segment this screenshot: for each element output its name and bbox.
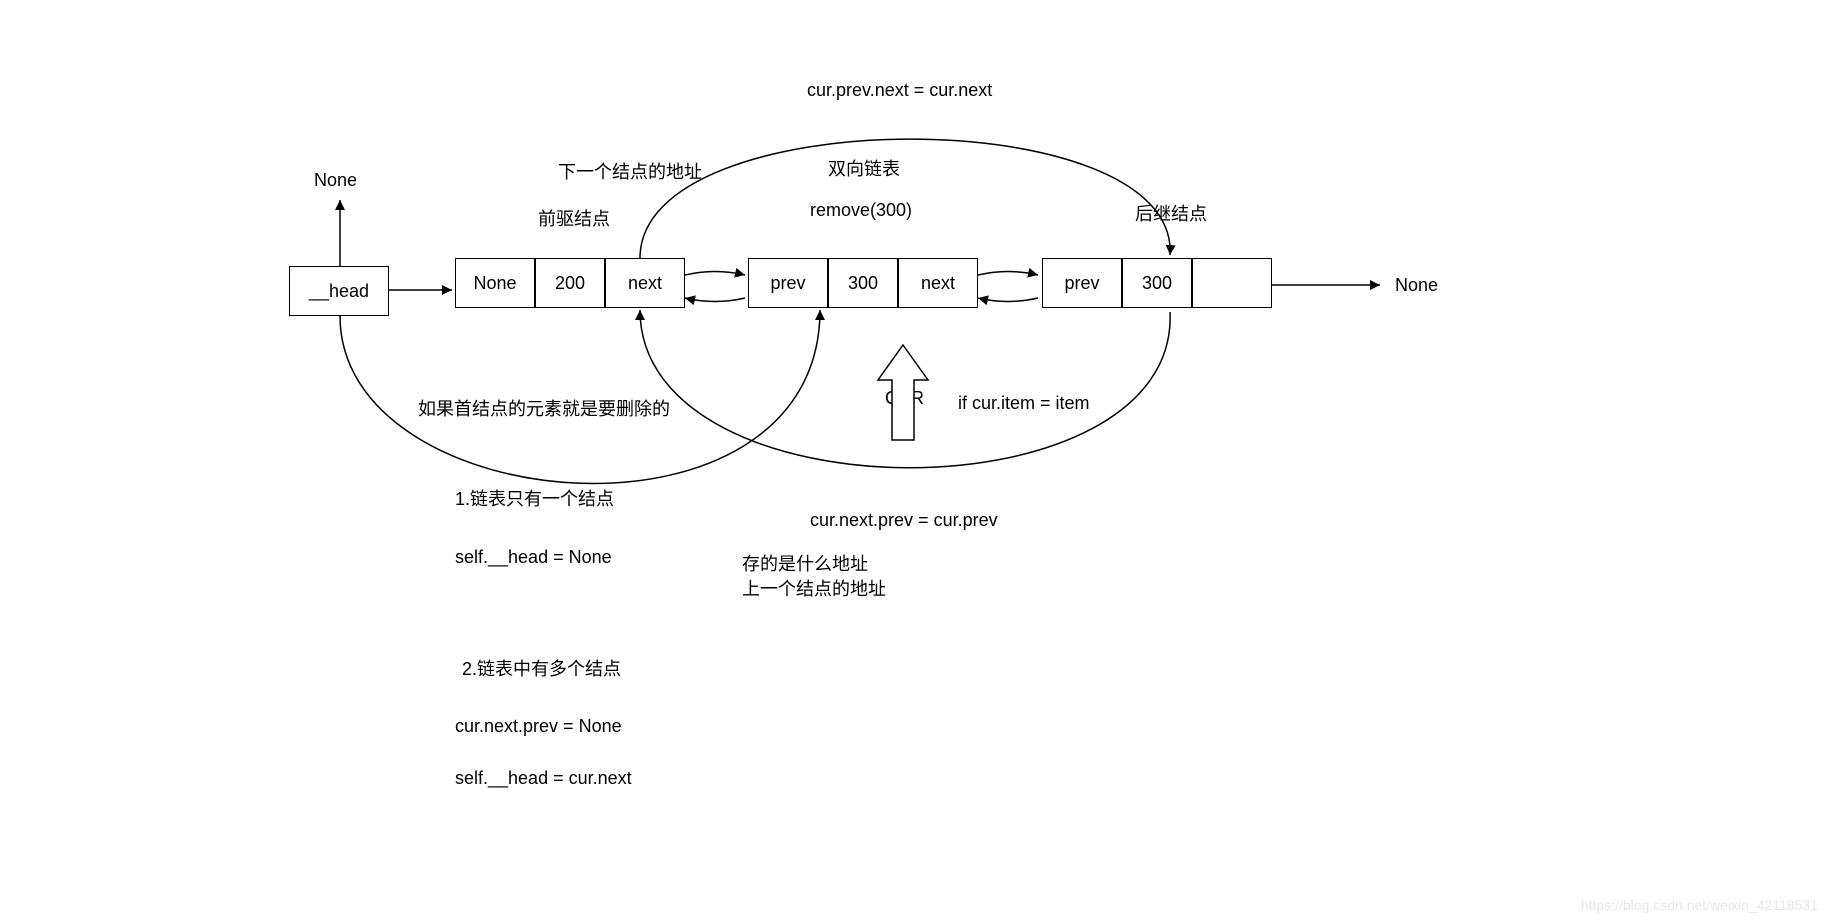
arrow-n1-n2	[685, 272, 745, 276]
none-top-label: None	[314, 170, 357, 191]
node1-val: 200	[535, 258, 605, 308]
arrow-n2-n3	[978, 272, 1038, 276]
cur-next-prev-label: cur.next.prev = cur.prev	[810, 510, 998, 531]
node2-next: next	[898, 258, 978, 308]
node2-val: 300	[828, 258, 898, 308]
node1-prev: None	[455, 258, 535, 308]
none-right-label: None	[1395, 275, 1438, 296]
watermark: https://blog.csdn.net/weixin_42118531	[1581, 897, 1818, 913]
succ-node-label: 后继结点	[1135, 200, 1207, 226]
next-addr-label: 下一个结点的地址	[558, 158, 702, 184]
case1-label: 1.链表只有一个结点	[455, 485, 614, 511]
remove-call-label: remove(300)	[810, 200, 912, 221]
title-top-label: cur.prev.next = cur.next	[807, 80, 992, 101]
node3-prev: prev	[1042, 258, 1122, 308]
cur-next-prev-none-label: cur.next.prev = None	[455, 716, 622, 737]
self-head-none-label: self.__head = None	[455, 547, 612, 568]
prev-addr-label: 上一个结点的地址	[742, 575, 886, 601]
prev-node-label: 前驱结点	[538, 205, 610, 231]
node2-prev: prev	[748, 258, 828, 308]
arrow-n3-n2	[978, 298, 1038, 302]
node3-val: 300	[1122, 258, 1192, 308]
arc-top	[640, 139, 1170, 258]
head-box: __head	[289, 266, 389, 316]
node3-next	[1192, 258, 1272, 308]
store-what-label: 存的是什么地址	[742, 550, 868, 576]
node1-next: next	[605, 258, 685, 308]
arrow-n2-n1	[685, 298, 745, 302]
self-head-cur-next-label: self.__head = cur.next	[455, 768, 632, 789]
head-text: __head	[309, 281, 369, 302]
if-item-label: if cur.item = item	[958, 393, 1090, 414]
if-first-delete-label: 如果首结点的元素就是要删除的	[418, 395, 670, 421]
case2-label: 2.链表中有多个结点	[462, 655, 621, 681]
dlist-label: 双向链表	[828, 155, 900, 181]
diagram-svg	[0, 0, 1830, 921]
cur-label: CUR	[885, 388, 924, 409]
